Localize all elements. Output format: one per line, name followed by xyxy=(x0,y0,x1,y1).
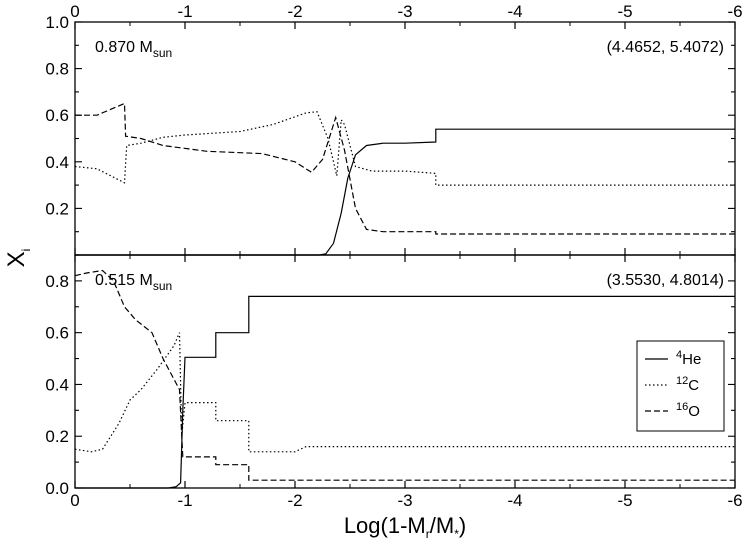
legend-o16-label: 16O xyxy=(676,401,700,420)
top-mass-annotation: 0.870 Msun xyxy=(95,39,172,60)
bottom-y-tick-label: 0.4 xyxy=(45,375,69,394)
bottom-panel-frame xyxy=(74,254,736,489)
legend-he4-label: 4He xyxy=(676,349,701,368)
bottom-y-tick-label: 0.2 xyxy=(45,427,69,446)
top-y-tick-label: 1.0 xyxy=(45,13,69,32)
bottom-x-tick-label: -2 xyxy=(287,491,302,510)
top-series-he4 xyxy=(75,128,735,256)
top-y-tick-label: 0.8 xyxy=(45,60,69,79)
bottom-series-c12 xyxy=(74,332,735,453)
bottom-x-tick-label: -6 xyxy=(727,491,742,510)
bottom-y-tick-label: 0.0 xyxy=(45,479,69,498)
top-y-tick-label: 0.4 xyxy=(45,153,69,172)
top-y-tick-label: 0.2 xyxy=(45,199,69,218)
legend-box xyxy=(636,340,725,432)
y-axis-label: Xi xyxy=(3,249,33,268)
bottom-x-tick-label: -5 xyxy=(617,491,632,510)
top-panel-series xyxy=(74,102,735,256)
top-x-top-tick-label: 0 xyxy=(70,2,79,21)
top-panel-frame xyxy=(74,21,736,256)
top-x-top-tick-label: -5 xyxy=(617,2,632,21)
bottom-mass-annotation: 0.515 Msun xyxy=(95,272,172,293)
bottom-panel-series xyxy=(74,269,735,489)
bottom-x-tick-label: -1 xyxy=(177,491,192,510)
bottom-x-tick-label: -3 xyxy=(397,491,412,510)
legend-c12-label: 12C xyxy=(676,375,699,394)
bottom-y-tick-label: 0.6 xyxy=(45,324,69,343)
bottom-x-tick-label: 0 xyxy=(70,491,79,510)
top-coordinate-annotation: (4.4652, 5.4072) xyxy=(607,39,724,56)
top-series-o16 xyxy=(75,102,735,235)
bottom-panel-ticks: 0 -1 -2 -3 -4 -5 -6 0.0 0.2 0.4 0.6 0.8 xyxy=(45,254,743,510)
bottom-coordinate-annotation: (3.5530, 4.8014) xyxy=(607,272,724,289)
x-axis-label: Log(1-Mr/M*) xyxy=(344,513,466,541)
top-x-top-tick-label: -6 xyxy=(727,2,742,21)
top-series-c12 xyxy=(74,111,735,186)
bottom-series-o16 xyxy=(74,269,735,481)
legend: 4He 12C 16O xyxy=(636,340,725,432)
top-x-top-tick-label: -2 xyxy=(287,2,302,21)
bottom-y-tick-label: 0.8 xyxy=(45,272,69,291)
top-x-top-tick-label: -1 xyxy=(177,2,192,21)
top-panel-ticks: 0 -1 -2 -3 -4 -5 -6 0.2 0.4 0.6 0.8 1.0 xyxy=(45,2,743,256)
top-y-tick-label: 0.6 xyxy=(45,106,69,125)
bottom-x-tick-label: -4 xyxy=(507,491,522,510)
bottom-series-he4 xyxy=(75,295,735,489)
top-x-top-tick-label: -4 xyxy=(507,2,522,21)
top-x-top-tick-label: -3 xyxy=(397,2,412,21)
